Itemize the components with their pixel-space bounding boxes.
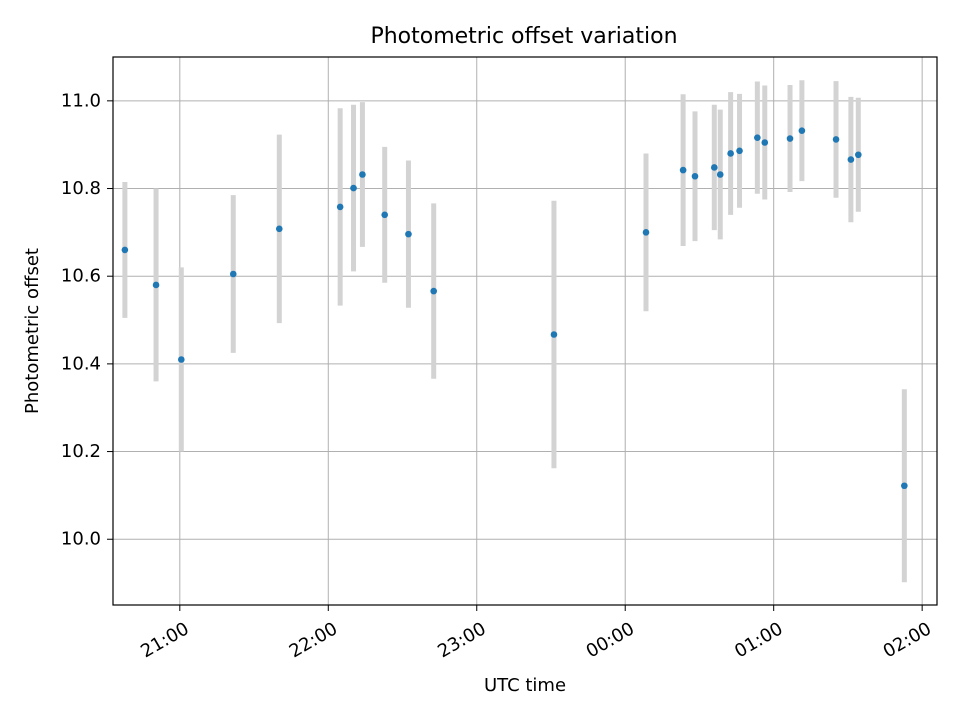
data-point <box>710 164 718 171</box>
data-point <box>691 172 699 180</box>
chart-title: Photometric offset variation <box>370 24 677 49</box>
y-tick-label: 10.4 <box>61 353 101 374</box>
data-point <box>786 135 794 142</box>
x-tick-label: 23:00 <box>434 618 489 662</box>
data-point <box>350 184 357 192</box>
data-point <box>642 229 650 236</box>
data-point <box>736 147 743 155</box>
data-point <box>727 150 734 157</box>
data-point <box>152 281 160 289</box>
y-tick-label: 10.0 <box>61 529 101 550</box>
x-tick-label: 21:00 <box>137 618 192 662</box>
data-point <box>359 171 366 178</box>
x-tick-label: 02:00 <box>880 618 935 662</box>
data-point <box>847 156 855 163</box>
y-tick-label: 10.2 <box>61 441 101 462</box>
y-tick-label: 11.0 <box>61 90 101 111</box>
data-point <box>430 287 437 295</box>
data-point <box>754 134 761 141</box>
data-point <box>832 136 840 143</box>
data-point <box>855 151 862 159</box>
data-point <box>405 230 412 238</box>
y-tick-label: 10.6 <box>61 266 101 287</box>
data-point <box>229 270 237 278</box>
x-tick-label: 22:00 <box>286 618 341 662</box>
data-point <box>761 139 769 146</box>
y-tick-label: 10.8 <box>61 178 101 199</box>
data-point <box>381 211 388 219</box>
data-point <box>798 127 806 134</box>
data-point <box>716 171 724 178</box>
data-point <box>275 225 283 233</box>
data-point <box>177 356 185 363</box>
data-point <box>550 331 558 338</box>
x-tick-label: 01:00 <box>731 618 786 662</box>
grid-lines <box>113 57 937 605</box>
data-points <box>121 127 908 490</box>
error-bars <box>122 80 907 583</box>
data-point <box>679 166 687 174</box>
x-tick-label: 00:00 <box>583 618 638 662</box>
plot-frame <box>112 56 938 606</box>
data-point <box>901 482 908 490</box>
x-axis-label: UTC time <box>484 675 566 696</box>
data-point <box>336 203 344 211</box>
data-point <box>121 246 129 254</box>
y-axis-label: Photometric offset <box>22 248 43 414</box>
